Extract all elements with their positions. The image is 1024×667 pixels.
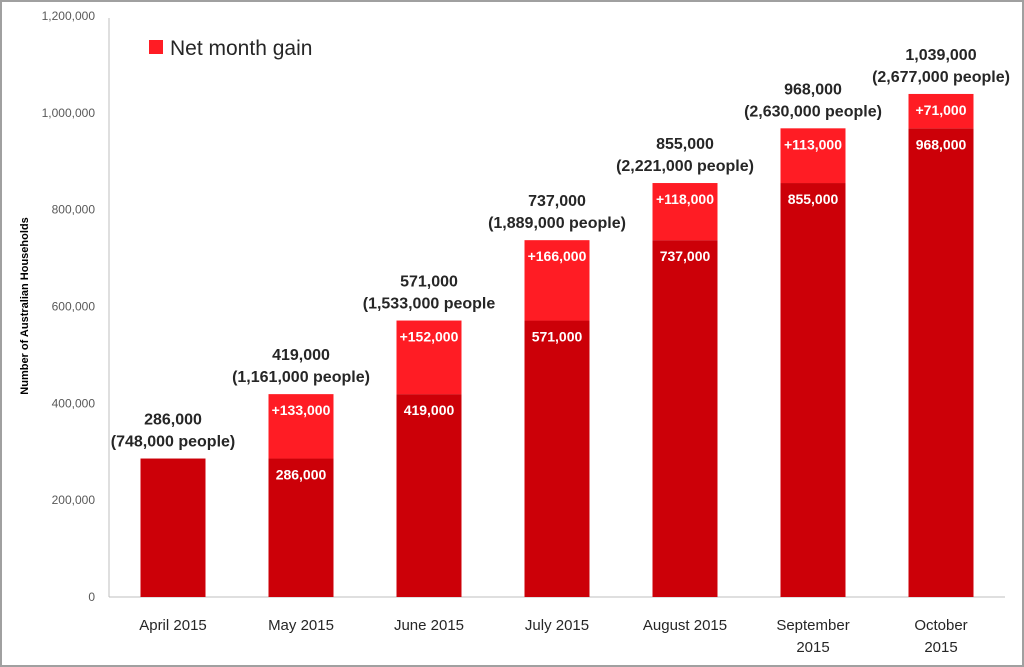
total-label: 968,000 bbox=[784, 81, 842, 98]
total-label: 1,039,000 bbox=[905, 47, 976, 64]
x-tick-label: October bbox=[914, 617, 967, 634]
bar-base bbox=[652, 240, 718, 597]
bar-gain bbox=[524, 240, 590, 321]
legend: Net month gain bbox=[149, 37, 312, 60]
legend-swatch bbox=[149, 40, 163, 54]
bar-gain bbox=[780, 128, 846, 184]
total-label: 855,000 bbox=[656, 136, 714, 153]
bar-base bbox=[140, 458, 206, 597]
bar-base bbox=[396, 394, 462, 597]
total-label: 419,000 bbox=[272, 347, 330, 364]
x-tick-label: 2015 bbox=[924, 639, 957, 656]
bar-base bbox=[524, 320, 590, 597]
bar-data-label: +133,000 bbox=[272, 402, 331, 418]
bar-gain bbox=[268, 394, 334, 459]
bar-gain bbox=[652, 183, 718, 241]
y-tick-label: 800,000 bbox=[52, 203, 96, 217]
people-label: (2,221,000 people) bbox=[616, 158, 754, 175]
bar-data-label: 571,000 bbox=[532, 329, 583, 345]
people-label: (748,000 people) bbox=[111, 434, 236, 451]
bar-base bbox=[780, 183, 846, 597]
bar-base bbox=[268, 458, 334, 597]
total-label: 737,000 bbox=[528, 193, 586, 210]
bar-data-label: +113,000 bbox=[784, 136, 842, 152]
bar-data-label: 968,000 bbox=[916, 136, 967, 152]
total-label: 571,000 bbox=[400, 274, 458, 291]
x-tick-label: August 2015 bbox=[643, 617, 727, 634]
y-tick-label: 200,000 bbox=[52, 493, 96, 507]
y-tick-label: 1,200,000 bbox=[42, 9, 96, 23]
people-label: (2,677,000 people) bbox=[872, 69, 1010, 86]
y-tick-label: 400,000 bbox=[52, 396, 96, 410]
y-tick-label: 1,000,000 bbox=[42, 106, 96, 120]
people-label: (1,889,000 people) bbox=[488, 215, 626, 232]
x-tick-label: September bbox=[776, 617, 849, 634]
x-tick-label: April 2015 bbox=[139, 617, 207, 634]
people-label: (1,161,000 people) bbox=[232, 369, 370, 386]
x-tick-label: July 2015 bbox=[525, 617, 589, 634]
bar-data-label: +71,000 bbox=[916, 102, 967, 118]
bar-data-label: +118,000 bbox=[656, 191, 714, 207]
bar-data-label: 286,000 bbox=[276, 467, 327, 483]
x-tick-label: May 2015 bbox=[268, 617, 334, 634]
bar-data-label: 419,000 bbox=[404, 402, 455, 418]
bar-data-label: 737,000 bbox=[660, 248, 711, 264]
people-label: (1,533,000 people bbox=[363, 296, 496, 313]
bar-data-label: 855,000 bbox=[788, 191, 839, 207]
y-axis-label: Number of Australian Households bbox=[19, 217, 31, 394]
x-tick-label: June 2015 bbox=[394, 617, 464, 634]
x-tick-label: 2015 bbox=[796, 639, 829, 656]
people-label: (2,630,000 people) bbox=[744, 103, 882, 120]
total-label: 286,000 bbox=[144, 412, 202, 429]
bar-base bbox=[908, 128, 974, 597]
y-tick-label: 0 bbox=[88, 590, 95, 604]
bar-data-label: +152,000 bbox=[400, 329, 459, 345]
legend-label: Net month gain bbox=[170, 37, 312, 60]
bar-data-label: +166,000 bbox=[528, 248, 587, 264]
bar-gain bbox=[396, 320, 462, 395]
y-tick-label: 600,000 bbox=[52, 300, 96, 314]
bar-gain bbox=[908, 93, 974, 129]
